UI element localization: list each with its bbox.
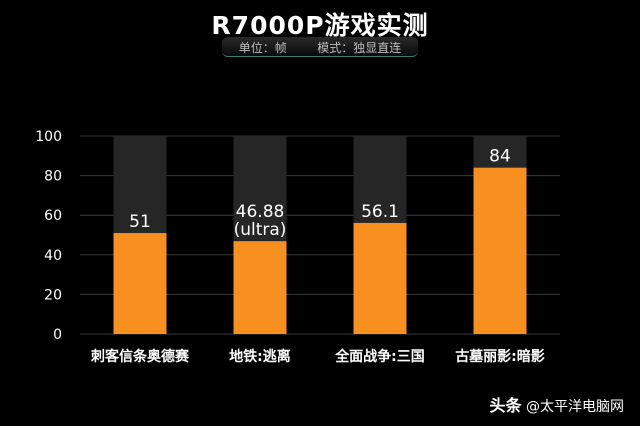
y-tick-label: 0 [53, 327, 62, 343]
bar [353, 222, 407, 334]
y-tick-label: 100 [35, 129, 62, 145]
x-category-label: 刺客信条奥德赛 [91, 348, 190, 365]
chart-title: R7000P游戏实测 [211, 11, 429, 40]
data-label: 56.1 [361, 202, 399, 222]
y-tick-label: 60 [44, 208, 62, 224]
y-tick-label: 80 [44, 169, 62, 185]
y-tick-label: 20 [44, 287, 62, 303]
chart-subtitle: 单位：帧 模式：独显直连 [238, 41, 402, 55]
data-label: 84 [489, 147, 511, 167]
watermark: 头条 @太平洋电脑网 [490, 392, 624, 416]
bar [473, 167, 527, 334]
bar [113, 233, 167, 334]
x-category-label: 古墓丽影:暗影 [455, 348, 545, 365]
x-category-label: 地铁:逃离 [229, 348, 291, 365]
watermark-handle: @太平洋电脑网 [526, 399, 624, 415]
data-label: (ultra) [234, 220, 287, 240]
x-category-label: 全面战争:三国 [334, 348, 425, 365]
y-tick-label: 40 [44, 248, 62, 264]
watermark-brand: 头条 [489, 396, 522, 415]
data-label: 46.88 [236, 202, 285, 222]
data-label: 51 [129, 212, 151, 232]
bar [233, 241, 287, 334]
subtitle-box: 单位：帧 模式：独显直连 [222, 37, 418, 57]
